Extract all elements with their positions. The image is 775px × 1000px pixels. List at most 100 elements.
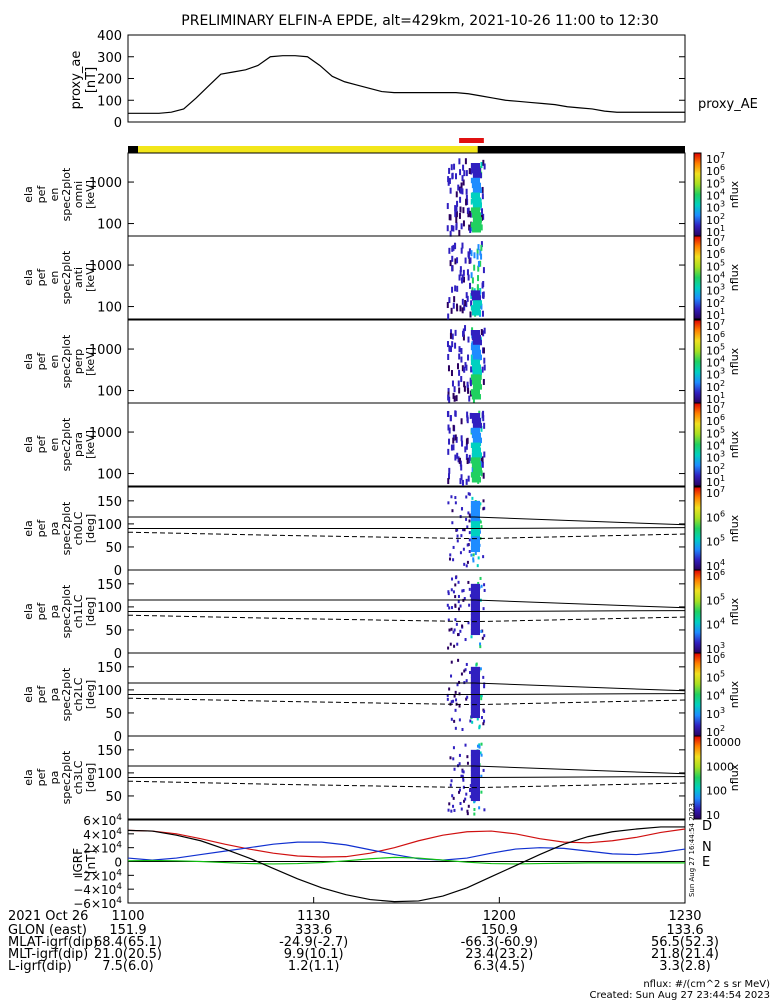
- pa_ch0-core-cell: [470, 505, 481, 512]
- spec_perp-colorbar-tick: 101: [706, 391, 725, 406]
- pa_ch3-core-cell: [470, 759, 481, 766]
- pa_ch2-cell: [448, 687, 451, 691]
- pa_ch0-cell: [465, 495, 468, 499]
- xaxis-row-value: 21.8(21.4): [651, 947, 719, 962]
- pa_ch2-cell: [475, 662, 478, 666]
- spec_para-cell: [450, 444, 453, 451]
- pa_ch1-cell: [457, 594, 460, 598]
- spec_perp-core-cell: [470, 374, 481, 380]
- pa_ch2-ylabel-4: ch2LC: [72, 677, 85, 711]
- pa_ch3-ylabel-0: ela: [22, 769, 35, 786]
- spec_omni-cell: [448, 177, 451, 184]
- spec_anti-cell: [479, 249, 482, 256]
- pa_ch0-cell: [468, 538, 471, 542]
- spec_omni-cell: [470, 168, 473, 175]
- pa_ch2-lc-line-dashed: [127, 697, 686, 706]
- spec_omni-ylabel-5: [keV]: [84, 180, 97, 209]
- pa_ch1-ylabel-2: pa: [48, 605, 61, 619]
- spec_para-cell: [448, 467, 451, 474]
- spec_anti-cell: [466, 295, 469, 302]
- pa_ch1-cell: [461, 589, 464, 593]
- xaxis-row-label: 2021 Oct 26: [8, 909, 88, 924]
- pa_ch1-core-cell: [470, 599, 481, 605]
- spec_perp-cell: [470, 366, 473, 373]
- spec_omni-ylabel-4: omni: [72, 181, 85, 208]
- pa_ch1-cell: [447, 590, 450, 594]
- spec_para-cell: [483, 451, 486, 458]
- pa_ch0-colorbar-tick: 107: [706, 485, 725, 500]
- spec_para-cell: [481, 456, 484, 463]
- spec_para-cell: [460, 464, 463, 471]
- xaxis-row-value: 9.9(10.1): [284, 947, 344, 962]
- pa_ch1-cell: [457, 607, 460, 611]
- spec_anti-ytick-label: 100: [97, 301, 122, 316]
- pa_ch3-lc-line-dashed: [127, 780, 686, 789]
- spec_anti-cell: [454, 258, 457, 265]
- pa_ch2-cell: [465, 662, 468, 666]
- pa_ch3-cell: [460, 774, 463, 778]
- spec_perp-core-cell: [470, 359, 481, 365]
- spec_para-ylabel-0: ela: [22, 436, 35, 453]
- pa_ch2-lc-line-lower: [128, 693, 686, 695]
- igrf-line-e: [127, 856, 685, 865]
- pa_ch1-core-cell: [470, 629, 481, 636]
- pa_ch1-cell: [459, 604, 462, 608]
- spec_para-cell: [466, 458, 469, 465]
- spec_omni-cell: [450, 225, 453, 232]
- spec_omni-cell: [481, 214, 484, 221]
- spec_perp-core-cell: [471, 379, 482, 385]
- spec_omni-cell: [459, 169, 462, 176]
- pa_ch3-cell: [467, 804, 470, 808]
- pa_ch3-ylabel-2: pa: [48, 771, 61, 785]
- spec_omni-cell: [468, 224, 471, 231]
- pa_ch2-cell: [478, 726, 481, 730]
- spec_anti-cell: [477, 244, 480, 251]
- pa_ch3-cell: [482, 768, 485, 772]
- spec_omni-core-cell: [472, 202, 483, 208]
- spec_anti-ylabel-2: en: [48, 271, 61, 285]
- pa_ch2-ytick-label: 100: [97, 684, 122, 699]
- spec_perp-cell: [483, 357, 486, 364]
- spec_omni-cell: [462, 164, 465, 171]
- pa_ch3-ytick-label: 50: [105, 790, 122, 805]
- pa_ch0-cell: [472, 553, 475, 557]
- pa_ch2-cell: [482, 722, 485, 726]
- spec_omni-cell: [469, 227, 472, 234]
- spec_perp-cell: [480, 329, 483, 336]
- igrf-ylabel-unit: [nT]: [84, 850, 98, 874]
- spec_para-core-cell: [470, 472, 481, 478]
- pa_ch3-cell: [478, 745, 481, 749]
- pa_ch1-cell: [479, 645, 482, 649]
- pa_ch1-colorbar-tick: 104: [706, 617, 725, 632]
- spec_para-colorbar-tick: 101: [706, 474, 725, 489]
- spec_perp-colorbar-tick: 107: [706, 318, 725, 333]
- spec_para-ylabel-5: [keV]: [84, 430, 97, 459]
- spec_omni-colorbar-tick: 104: [706, 188, 725, 203]
- spec_omni-ytick-label: 1000: [89, 176, 122, 191]
- igrf-ytick-label: −4×104: [73, 882, 122, 897]
- spec_anti-core-cell: [470, 290, 481, 296]
- pa_ch1-cell: [479, 576, 482, 580]
- spec_omni-core-cell: [470, 163, 481, 169]
- pa_ch0-cell: [472, 559, 475, 563]
- pa_ch0-cell: [459, 551, 462, 555]
- spec_para-cell: [457, 456, 460, 463]
- spec_anti-colorbar-label: nflux: [728, 263, 741, 291]
- spec_perp-cell: [453, 386, 456, 393]
- pa_ch1-cell: [467, 580, 470, 584]
- spec_perp-cell: [482, 330, 485, 337]
- pa_ch0-core-cell: [470, 521, 481, 527]
- spec_anti-cell: [461, 274, 464, 281]
- pa_ch3-core-cell: [470, 795, 481, 802]
- pa_ch0-cell: [476, 564, 479, 568]
- pa_ch1-cell: [453, 628, 456, 632]
- pa_ch3-colorbar-tick: 100: [706, 785, 727, 798]
- pa_ch0-cell: [470, 553, 473, 557]
- xaxis-row-value: 68.4(65.1): [94, 935, 162, 950]
- pa_ch3-cell: [466, 761, 469, 765]
- pa_ch1-cell: [454, 595, 457, 599]
- spec_omni-colorbar-tick: 105: [706, 175, 725, 190]
- spec_perp-cell: [455, 395, 458, 402]
- pa_ch3-cell: [447, 808, 450, 812]
- spec_perp-cell: [458, 353, 461, 360]
